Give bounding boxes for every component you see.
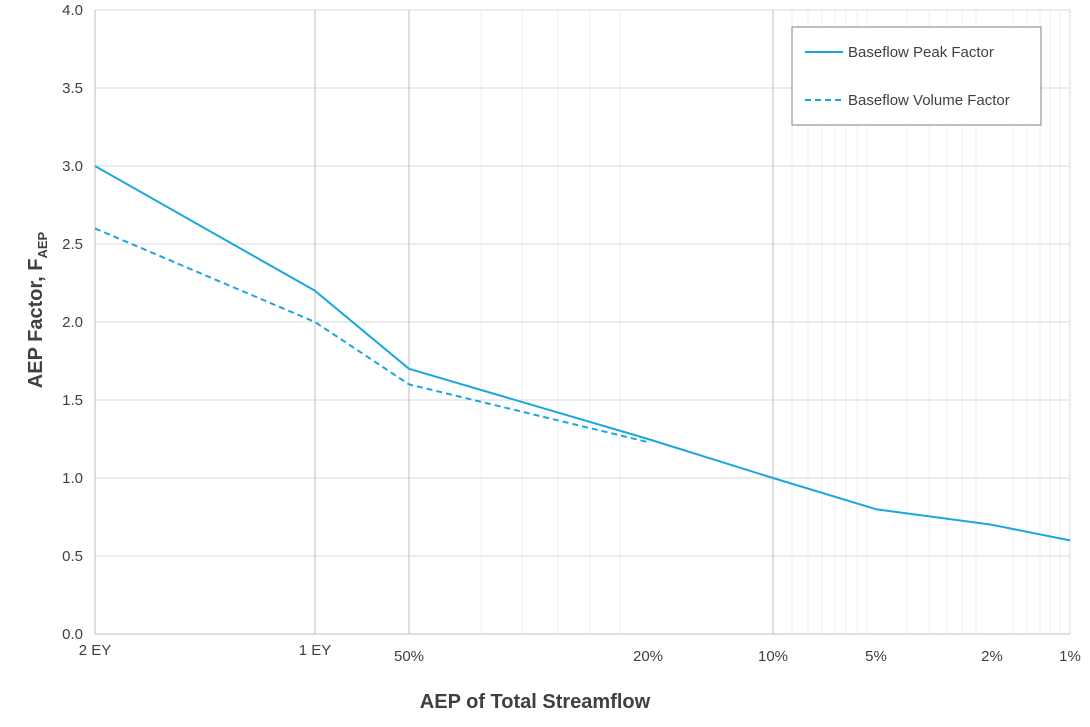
x-tick-label: 1 EY	[299, 642, 332, 659]
legend: Baseflow Peak Factor Baseflow Volume Fac…	[791, 26, 1042, 126]
y-tick-labels: 0.0 0.5 1.0 1.5 2.0 2.5 3.0 3.5 4.0	[62, 2, 83, 643]
x-tick-label: 50%	[394, 648, 424, 665]
legend-box	[791, 26, 1042, 126]
x-tick-label: 2 EY	[79, 642, 112, 659]
x-tick-labels: 2 EY 1 EY 50% 20% 10% 5% 2% 1%	[79, 642, 1081, 665]
series-group	[94, 165, 1071, 542]
series-line-volume	[94, 227, 649, 444]
legend-label-peak: Baseflow Peak Factor	[848, 44, 994, 61]
x-tick-label: 2%	[981, 648, 1003, 665]
x-tick-label: 5%	[865, 648, 887, 665]
y-tick-label: 3.5	[62, 80, 83, 97]
y-tick-label: 0.0	[62, 626, 83, 643]
series-line-peak	[94, 165, 1071, 542]
y-tick-label: 1.0	[62, 470, 83, 487]
y-tick-label: 4.0	[62, 2, 83, 19]
y-tick-label: 1.5	[62, 392, 83, 409]
y-tick-label: 2.5	[62, 236, 83, 253]
y-tick-label: 2.0	[62, 314, 83, 331]
x-axis-title: AEP of Total Streamflow	[420, 691, 651, 713]
y-tick-label: 0.5	[62, 548, 83, 565]
y-tick-label: 3.0	[62, 158, 83, 175]
legend-label-volume: Baseflow Volume Factor	[848, 92, 1010, 109]
y-axis-title: AEP Factor, FAEP	[25, 231, 50, 388]
x-tick-label: 1%	[1059, 648, 1081, 665]
y-axis-title-subscript: AEP	[35, 231, 50, 258]
x-tick-label: 10%	[758, 648, 788, 665]
x-tick-label: 20%	[633, 648, 663, 665]
y-axis-title-main: AEP Factor, F	[25, 259, 47, 389]
